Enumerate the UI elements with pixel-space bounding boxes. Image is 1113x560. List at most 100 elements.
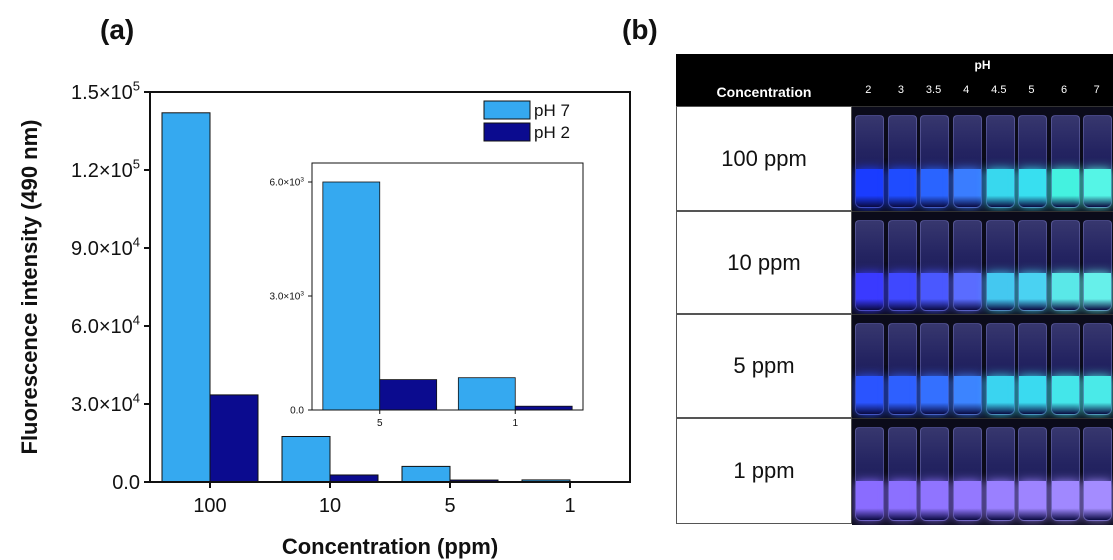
vial-liquid (986, 168, 1014, 207)
vial (1083, 323, 1113, 415)
vial (1018, 115, 1048, 208)
inset-y-tick-label: 0.0 (290, 406, 304, 417)
vial (1083, 220, 1113, 311)
vial-liquid (1084, 168, 1112, 207)
inset-y-tick-label-exponent: 3 (300, 290, 304, 297)
vial-liquid (856, 376, 883, 414)
main-y-tick-label: 3.0×104 (71, 391, 140, 416)
vial (985, 220, 1015, 311)
vial-liquid (888, 168, 916, 207)
main-y-tick-label: 1.5×105 (71, 79, 140, 104)
vial-liquid (1019, 481, 1047, 520)
vial (1050, 220, 1080, 311)
vial-liquid (921, 376, 949, 414)
main-y-tick-label: 0.0 (112, 472, 140, 494)
vial-liquid (1084, 272, 1112, 310)
vial (952, 323, 982, 415)
vial-liquid (856, 168, 883, 207)
vial (1018, 323, 1048, 415)
vial-liquid (986, 481, 1014, 520)
vial (887, 323, 917, 415)
vial (985, 323, 1015, 415)
row-label: 1 ppm (676, 418, 852, 524)
main-y-tick-label: 6.0×104 (71, 313, 140, 338)
vial (1050, 427, 1080, 521)
bar-chart-main: 100 10 5 1 0.0 3.0×104 6.0×104 9.0×104 1.2×105 1.… (17, 79, 631, 559)
vial (1083, 115, 1113, 208)
legend-swatch-ph-7 (483, 100, 531, 120)
vial-photo-row (852, 211, 1113, 315)
vial (952, 220, 982, 311)
vial-liquid (1051, 272, 1079, 310)
vial-liquid (986, 272, 1014, 310)
main-x-tick-label: 1 (564, 495, 575, 517)
vial (985, 427, 1015, 521)
inset-y-tick-label: 6.0×103 (270, 176, 305, 188)
vial-liquid (1084, 481, 1112, 520)
inset-plot: 5 1 0.0 3.0×103 6.0×103 (270, 162, 584, 429)
vial-liquid (986, 376, 1014, 414)
inset-y-tick-label-exponent: 3 (300, 176, 304, 183)
vial-liquid (888, 376, 916, 414)
vial-liquid (953, 168, 981, 207)
vial-liquid (953, 481, 981, 520)
vial-liquid (1084, 376, 1112, 414)
inset-bar-ph-7-1 (457, 377, 516, 411)
row-label: 10 ppm (676, 211, 852, 314)
vial (1083, 427, 1113, 521)
main-y-tick-label: 1.2×105 (71, 157, 140, 182)
panel-label-b: (b) (622, 14, 658, 45)
inset-bar-ph-7-5 (322, 181, 381, 411)
vial (1018, 220, 1048, 311)
legend: pH 7 pH 2 (483, 100, 570, 142)
vial-liquid (921, 272, 949, 310)
vial-liquid (1019, 168, 1047, 207)
vial (887, 115, 917, 208)
vial (920, 427, 950, 521)
main-bar-ph-7-5 (401, 465, 451, 483)
legend-swatch-ph-2 (483, 122, 531, 142)
vial (1018, 427, 1048, 521)
inset-bar-ph-2-1 (514, 405, 573, 411)
legend-label: pH 2 (534, 123, 570, 142)
vial (1050, 115, 1080, 208)
main-y-tick-label-exponent: 4 (133, 235, 140, 250)
main-axes-frame (149, 91, 631, 483)
main-y-tick-label-exponent: 4 (133, 391, 140, 406)
ph-value-labels: 2 3 3.5 4 4.5 5 6 7 (852, 84, 1113, 102)
legend-label: pH 7 (534, 101, 570, 120)
vial (920, 323, 950, 415)
inset-bar-ph-2-5 (379, 379, 438, 411)
vial-liquid (888, 272, 916, 310)
ph-value-label: 3 (897, 84, 904, 96)
vial (1050, 323, 1080, 415)
main-bar-ph-2-10 (329, 474, 379, 483)
main-x-tick-label: 10 (319, 495, 341, 517)
vial-liquid (856, 481, 883, 520)
vial (855, 115, 884, 208)
ph-header-label: pH (974, 58, 991, 72)
vial-liquid (1051, 168, 1079, 207)
main-plot: 100 10 5 1 0.0 3.0×104 6.0×104 9.0×104 1.2×105 1.… (71, 79, 631, 517)
main-y-tick-label-exponent: 4 (133, 313, 140, 328)
inset-axes-frame (311, 162, 584, 411)
ph-value-label: 5 (1028, 84, 1035, 96)
vial-liquid (1019, 376, 1047, 414)
main-y-tick-label-exponent: 5 (133, 79, 140, 94)
vial-photo-row (852, 418, 1113, 525)
main-x-tick-label: 5 (444, 495, 455, 517)
vial-liquid (921, 481, 949, 520)
x-axis-title: Concentration (ppm) (282, 534, 498, 559)
ph-value-label: 4 (963, 84, 970, 96)
vial-liquid (1051, 481, 1079, 520)
vial (952, 115, 982, 208)
vial (855, 323, 884, 415)
ph-value-label: 3.5 (925, 84, 942, 96)
vial-liquid (953, 272, 981, 310)
vial (920, 220, 950, 311)
ph-value-label: 2 (865, 84, 872, 96)
main-x-tick-label: 100 (193, 495, 226, 517)
vial-liquid (953, 376, 981, 414)
vial-photo-row (852, 314, 1113, 419)
